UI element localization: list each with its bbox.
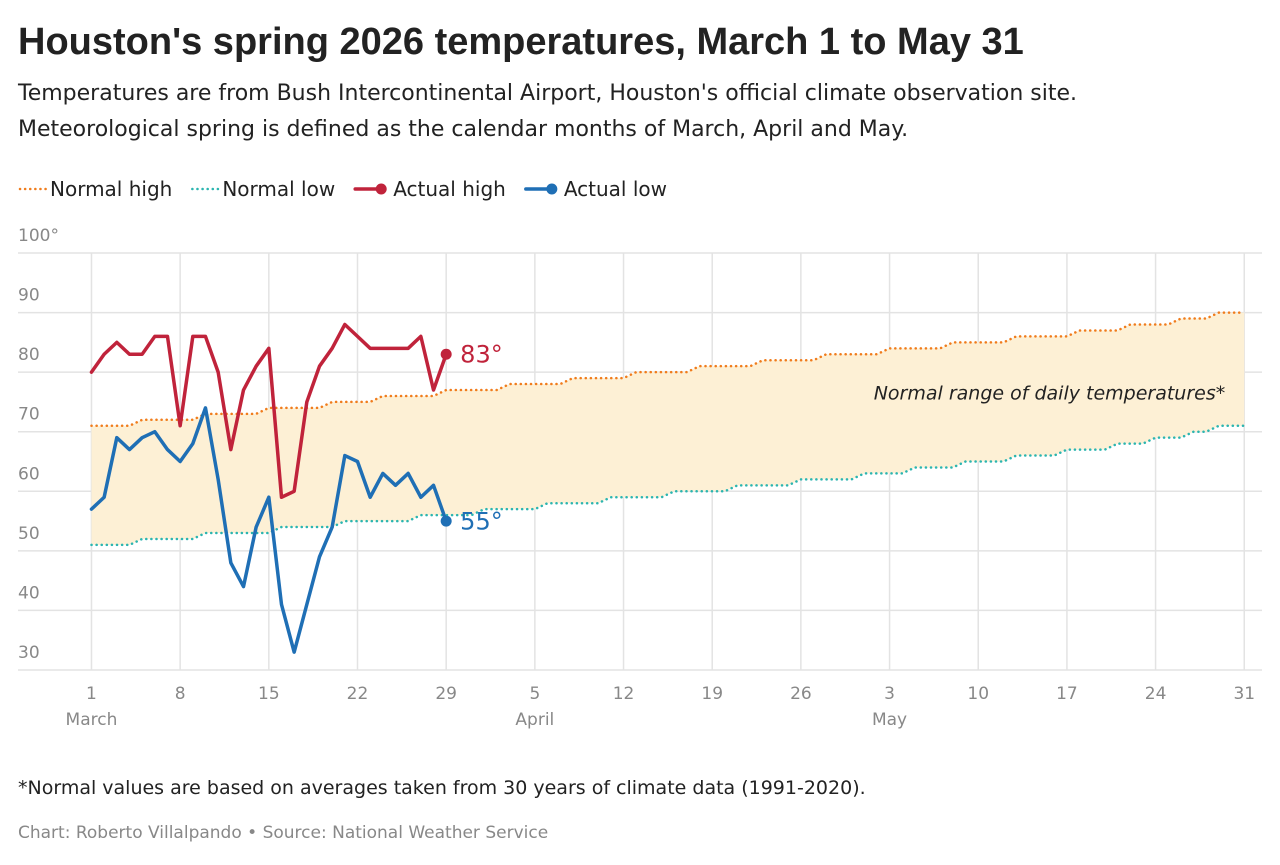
y-tick-label: 100° [18,226,59,246]
x-tick-label: 5 [529,684,540,704]
x-tick-label: 1 [86,684,97,704]
x-tick-label: 26 [790,684,812,704]
month-label: March [66,710,118,730]
credit: Chart: Roberto Villalpando • Source: Nat… [18,823,548,843]
y-tick-label: 60 [18,464,40,484]
end-point [440,515,452,527]
x-tick-label: 8 [175,684,186,704]
y-tick-label: 80 [18,345,40,365]
data-label: 83° [460,341,503,369]
y-tick-label: 70 [18,405,40,425]
x-tick-label: 3 [884,684,895,704]
legend-dot [546,183,558,195]
legend-label: Actual high [393,177,506,201]
y-tick-label: 50 [18,524,40,544]
x-tick-label: 31 [1233,684,1255,704]
x-tick-label: 17 [1056,684,1078,704]
subtitle: Meteorological spring is defined as the … [18,117,908,142]
x-tick-label: 19 [701,684,723,704]
x-tick-label: 22 [347,684,369,704]
x-tick-label: 10 [967,684,989,704]
month-label: April [515,710,554,730]
x-tick-label: 12 [613,684,635,704]
y-tick-label: 90 [18,286,40,306]
x-tick-label: 24 [1145,684,1167,704]
band-annotation: Normal range of daily temperatures* [874,383,1226,405]
y-tick-label: 30 [18,643,40,663]
normal-range-band [91,312,1245,545]
y-tick-label: 40 [18,583,40,603]
footnote: *Normal values are based on averages tak… [18,777,866,799]
series-line [89,406,448,654]
x-tick-label: 15 [258,684,280,704]
x-tick-label: 29 [435,684,457,704]
month-label: May [872,710,907,730]
legend-dot [375,183,387,195]
series-line [90,424,1246,547]
legend-label: Normal low [222,177,335,201]
chart-title: Houston's spring 2026 temperatures, Marc… [18,21,1024,63]
data-label: 55° [460,507,503,535]
legend-label: Actual low [564,177,667,201]
subtitle: Temperatures are from Bush Intercontinen… [17,81,1077,106]
legend-label: Normal high [50,177,172,201]
series-line [89,322,448,499]
end-point [440,348,452,360]
